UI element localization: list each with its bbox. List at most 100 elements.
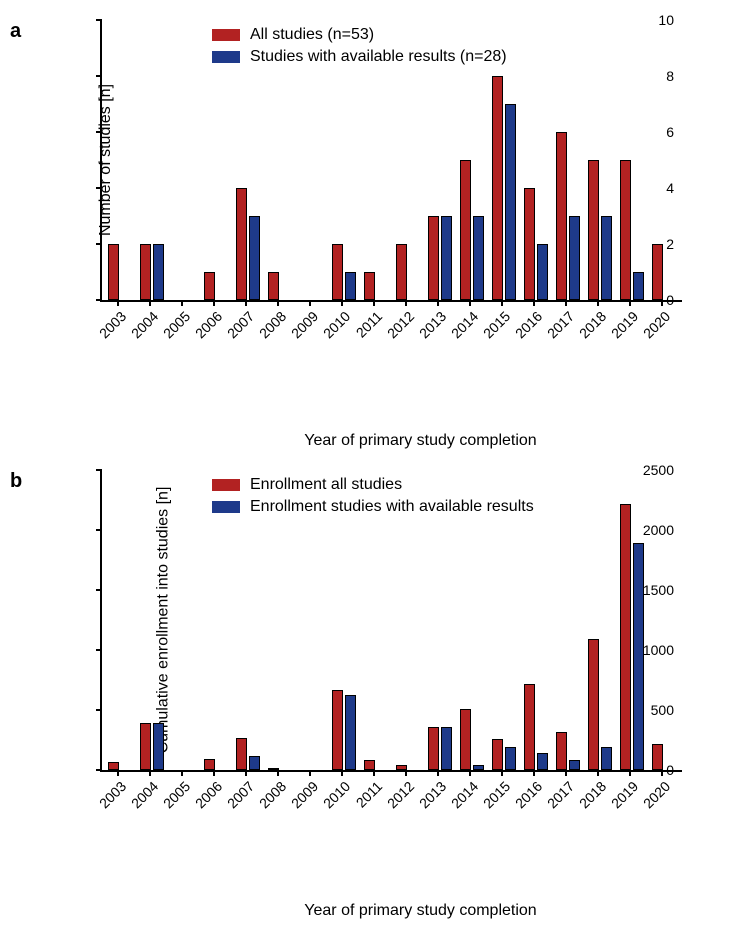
- x-tick-label: 2008: [256, 308, 289, 341]
- x-tick: [405, 300, 407, 306]
- x-tick-label: 2005: [160, 778, 193, 811]
- x-tick-label: 2017: [544, 308, 577, 341]
- chart-a-x-axis: 2003200420052006200720082009201020112012…: [100, 302, 680, 372]
- bar: [652, 244, 663, 300]
- legend-item: Enrollment studies with available result…: [212, 498, 534, 516]
- y-tick: [96, 589, 102, 591]
- x-tick: [277, 770, 279, 776]
- bar: [345, 695, 356, 770]
- x-tick: [373, 770, 375, 776]
- y-tick: [96, 529, 102, 531]
- bar: [204, 272, 215, 300]
- bar: [652, 744, 663, 770]
- y-tick: [96, 75, 102, 77]
- x-tick-label: 2004: [128, 778, 161, 811]
- bar: [153, 244, 164, 300]
- y-tick: [96, 469, 102, 471]
- x-tick-label: 2008: [256, 778, 289, 811]
- bar: [505, 104, 516, 300]
- legend-item: Studies with available results (n=28): [212, 48, 507, 66]
- bar: [332, 244, 343, 300]
- x-tick-label: 2006: [192, 308, 225, 341]
- x-tick-label: 2009: [288, 308, 321, 341]
- x-tick: [597, 770, 599, 776]
- bar: [633, 543, 644, 770]
- legend-swatch: [212, 501, 240, 513]
- bar: [428, 216, 439, 300]
- legend-text: Enrollment studies with available result…: [250, 498, 534, 516]
- bar: [140, 723, 151, 770]
- y-tick: [96, 131, 102, 133]
- bar: [441, 216, 452, 300]
- y-tick-label: 1500: [643, 582, 674, 598]
- y-tick: [96, 243, 102, 245]
- panel-b: b Cumulative enrollment into studies [n]…: [10, 470, 741, 920]
- x-tick-label: 2007: [224, 308, 257, 341]
- x-tick: [501, 300, 503, 306]
- bar: [601, 747, 612, 770]
- x-tick-label: 2003: [96, 308, 129, 341]
- bar: [556, 132, 567, 300]
- x-tick-label: 2020: [640, 778, 673, 811]
- panel-label-b: b: [10, 470, 22, 493]
- x-tick: [117, 770, 119, 776]
- bar: [249, 216, 260, 300]
- bar: [428, 727, 439, 770]
- legend-text: All studies (n=53): [250, 26, 374, 44]
- legend-swatch: [212, 29, 240, 41]
- y-tick: [96, 649, 102, 651]
- y-tick-label: 4: [666, 180, 674, 196]
- x-tick-label: 2006: [192, 778, 225, 811]
- x-tick-label: 2014: [448, 308, 481, 341]
- legend-item: All studies (n=53): [212, 26, 507, 44]
- bar: [588, 639, 599, 770]
- bar: [620, 160, 631, 300]
- y-tick-label: 2500: [643, 462, 674, 478]
- bar: [620, 504, 631, 770]
- legend-text: Enrollment all studies: [250, 476, 402, 494]
- x-tick: [309, 300, 311, 306]
- bar: [364, 272, 375, 300]
- x-tick-label: 2010: [320, 308, 353, 341]
- y-tick: [96, 187, 102, 189]
- chart-a-area: Number of studies [n] All studies (n=53)…: [100, 20, 741, 450]
- x-tick: [469, 300, 471, 306]
- bar: [153, 723, 164, 770]
- x-tick: [565, 300, 567, 306]
- chart-b-x-title: Year of primary study completion: [100, 902, 741, 920]
- y-tick-label: 1000: [643, 642, 674, 658]
- x-tick-label: 2007: [224, 778, 257, 811]
- x-tick: [149, 300, 151, 306]
- bar: [460, 709, 471, 770]
- chart-a-plot: Number of studies [n] All studies (n=53)…: [100, 20, 682, 302]
- x-tick: [469, 770, 471, 776]
- chart-a-y-title: Number of studies [n]: [97, 84, 115, 236]
- bar: [492, 739, 503, 770]
- chart-b-area: Cumulative enrollment into studies [n] E…: [100, 470, 741, 920]
- bar: [204, 759, 215, 770]
- x-tick-label: 2012: [384, 308, 417, 341]
- x-tick-label: 2003: [96, 778, 129, 811]
- bar: [556, 732, 567, 770]
- chart-b-y-title: Cumulative enrollment into studies [n]: [154, 487, 172, 754]
- bar: [460, 160, 471, 300]
- bar: [236, 188, 247, 300]
- x-tick-label: 2019: [608, 778, 641, 811]
- x-tick: [629, 300, 631, 306]
- x-tick: [213, 300, 215, 306]
- bar: [364, 760, 375, 770]
- panel-label-a: a: [10, 20, 21, 43]
- y-tick-label: 6: [666, 124, 674, 140]
- x-tick-label: 2014: [448, 778, 481, 811]
- x-tick: [437, 300, 439, 306]
- bar: [569, 760, 580, 770]
- bar: [345, 272, 356, 300]
- x-tick: [309, 770, 311, 776]
- x-tick: [277, 300, 279, 306]
- x-tick-label: 2017: [544, 778, 577, 811]
- bar: [249, 756, 260, 770]
- x-tick-label: 2009: [288, 778, 321, 811]
- bar: [537, 244, 548, 300]
- x-tick-label: 2012: [384, 778, 417, 811]
- bar: [601, 216, 612, 300]
